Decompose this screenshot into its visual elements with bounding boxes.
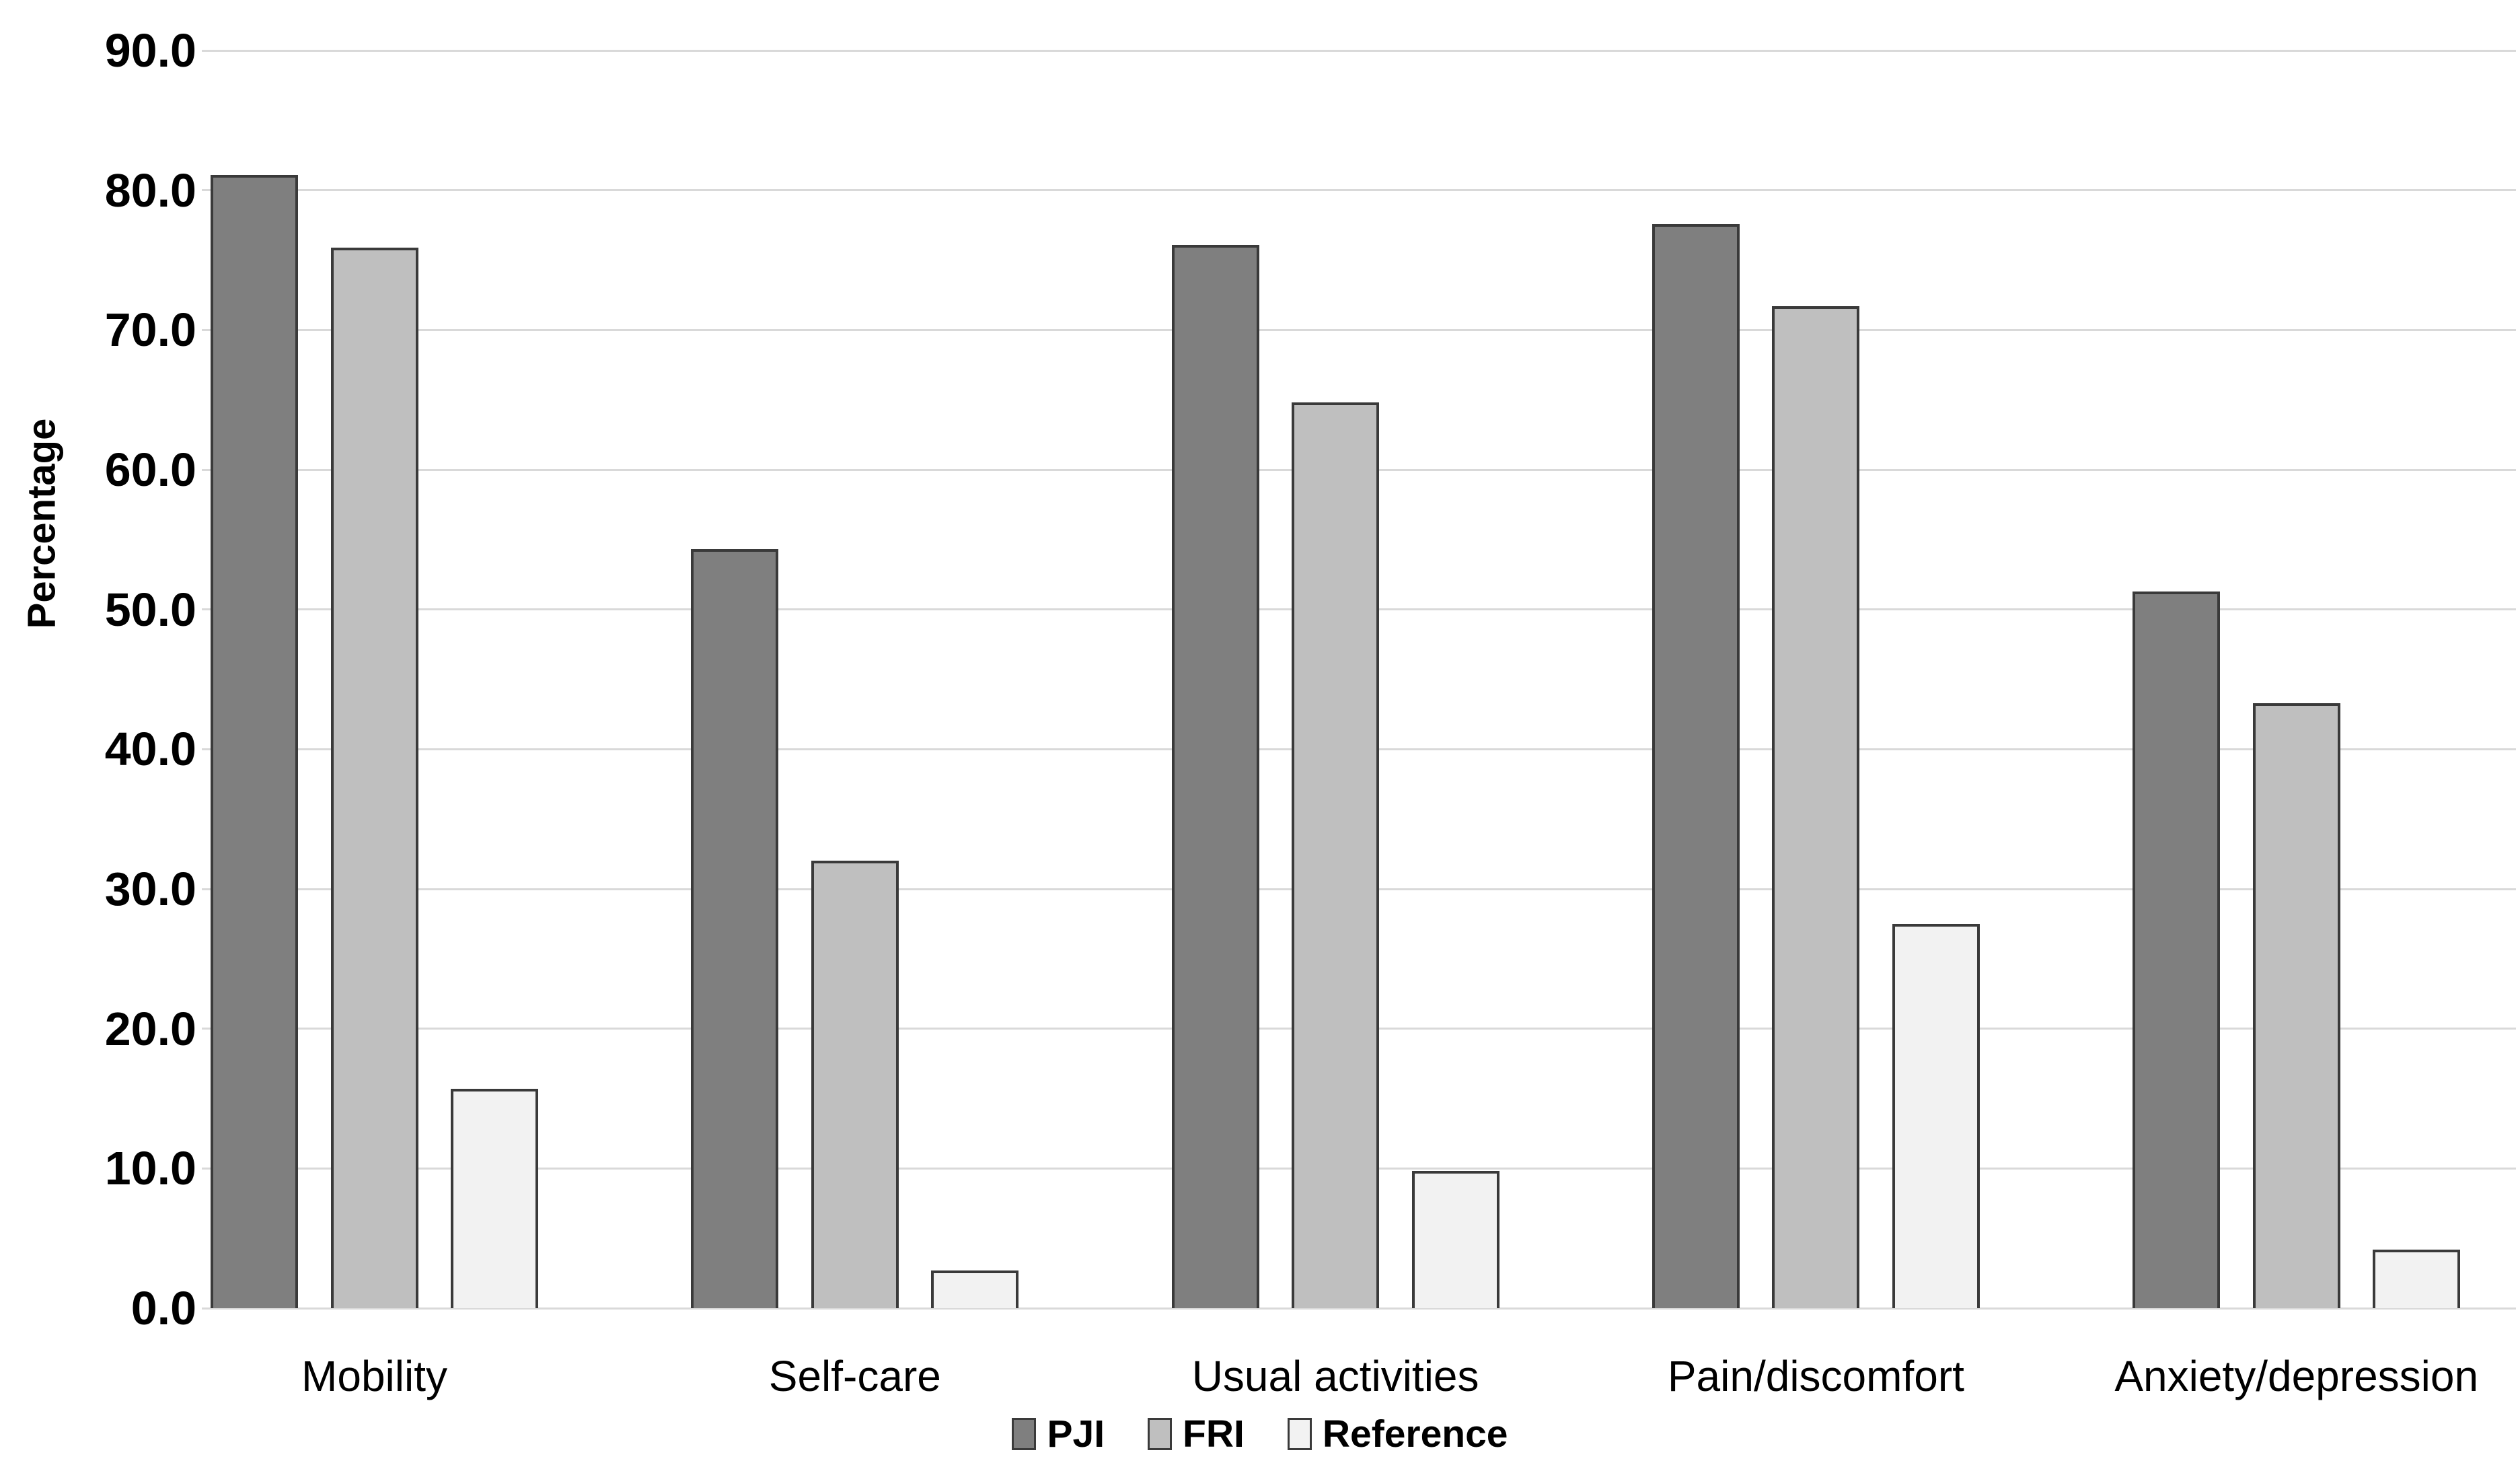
gridline-90	[202, 49, 2516, 52]
x-axis-line	[202, 1307, 2516, 1310]
y-tick-label-50: 50.0	[104, 583, 196, 636]
bar-reference-pain-discomfort	[1892, 923, 1980, 1308]
y-tick-label-60: 60.0	[104, 443, 196, 496]
legend-label: FRI	[1183, 1412, 1245, 1456]
y-tick-label-80: 80.0	[104, 164, 196, 217]
legend-swatch-icon	[1148, 1418, 1173, 1450]
bar-pji-mobility	[211, 174, 298, 1308]
y-tick-label-40: 40.0	[104, 723, 196, 776]
legend-swatch-icon	[1287, 1418, 1312, 1450]
y-tick-label-70: 70.0	[104, 303, 196, 357]
bar-reference-usual-activities	[1411, 1171, 1499, 1308]
legend-item-reference: Reference	[1287, 1412, 1508, 1456]
plot-area	[202, 49, 2516, 1310]
y-tick-label-20: 20.0	[104, 1002, 196, 1055]
legend-item-pji: PJI	[1012, 1412, 1105, 1456]
x-axis-label-pain-discomfort: Pain/discomfort	[1667, 1352, 1964, 1400]
legend-label: Reference	[1322, 1412, 1508, 1456]
bar-fri-mobility	[330, 247, 418, 1308]
x-axis-label-usual-activities: Usual activities	[1191, 1352, 1479, 1400]
bar-fri-pain-discomfort	[1772, 306, 1860, 1308]
x-axis-label-mobility: Mobility	[301, 1352, 447, 1400]
legend-label: PJI	[1047, 1412, 1105, 1456]
bar-reference-self-care	[931, 1270, 1019, 1308]
gridline-70	[202, 328, 2516, 331]
bar-pji-self-care	[691, 549, 779, 1308]
y-tick-label-90: 90.0	[104, 24, 196, 77]
bar-fri-anxiety-depression	[2252, 703, 2340, 1308]
legend-swatch-icon	[1012, 1418, 1037, 1450]
y-tick-label-0: 0.0	[131, 1282, 196, 1334]
gridline-80	[202, 189, 2516, 192]
legend: PJI FRI Reference	[0, 1412, 2520, 1456]
bar-fri-usual-activities	[1292, 402, 1380, 1308]
bar-reference-anxiety-depression	[2373, 1249, 2461, 1308]
x-axis-label-anxiety-depression: Anxiety/depression	[2114, 1352, 2479, 1400]
x-axis-label-self-care: Self-care	[768, 1352, 941, 1400]
bar-pji-pain-discomfort	[1652, 223, 1740, 1308]
y-tick-label-30: 30.0	[104, 863, 196, 915]
bar-pji-anxiety-depression	[2133, 591, 2221, 1308]
bar-fri-self-care	[811, 861, 899, 1308]
bar-reference-mobility	[451, 1088, 538, 1308]
bar-pji-usual-activities	[1171, 244, 1259, 1308]
legend-item-fri: FRI	[1148, 1412, 1245, 1456]
y-tick-label-10: 10.0	[104, 1142, 196, 1195]
